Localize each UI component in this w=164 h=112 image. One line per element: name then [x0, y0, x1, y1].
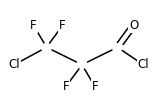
- Text: F: F: [62, 80, 69, 93]
- Text: O: O: [129, 19, 138, 32]
- Text: F: F: [30, 19, 37, 32]
- Text: F: F: [92, 80, 98, 93]
- Text: Cl: Cl: [9, 58, 20, 71]
- Text: F: F: [59, 19, 66, 32]
- Text: Cl: Cl: [137, 58, 149, 71]
